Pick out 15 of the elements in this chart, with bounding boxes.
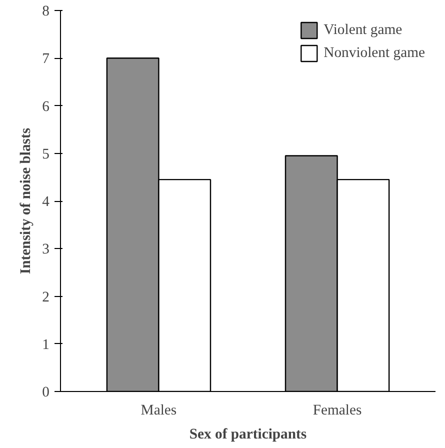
x-axis-title: Sex of participants <box>189 426 307 442</box>
y-tick-label: 6 <box>42 98 50 115</box>
legend-label: Violent game <box>324 22 402 38</box>
y-tick-label: 1 <box>42 336 50 353</box>
y-tick-label: 5 <box>42 146 50 162</box>
y-tick-label: 4 <box>42 194 50 210</box>
x-tick-label: Females <box>312 402 362 418</box>
y-tick-label: 2 <box>42 289 50 306</box>
x-tick-label: Males <box>140 402 177 418</box>
legend-label: Nonviolent game <box>324 44 425 62</box>
y-tick-label: 7 <box>42 51 50 68</box>
y-tick-label: 0 <box>42 384 50 400</box>
y-tick-label: 8 <box>42 4 50 20</box>
y-tick-label: 3 <box>42 242 50 258</box>
y-axis-title: Intensity of noise blasts <box>18 128 34 274</box>
